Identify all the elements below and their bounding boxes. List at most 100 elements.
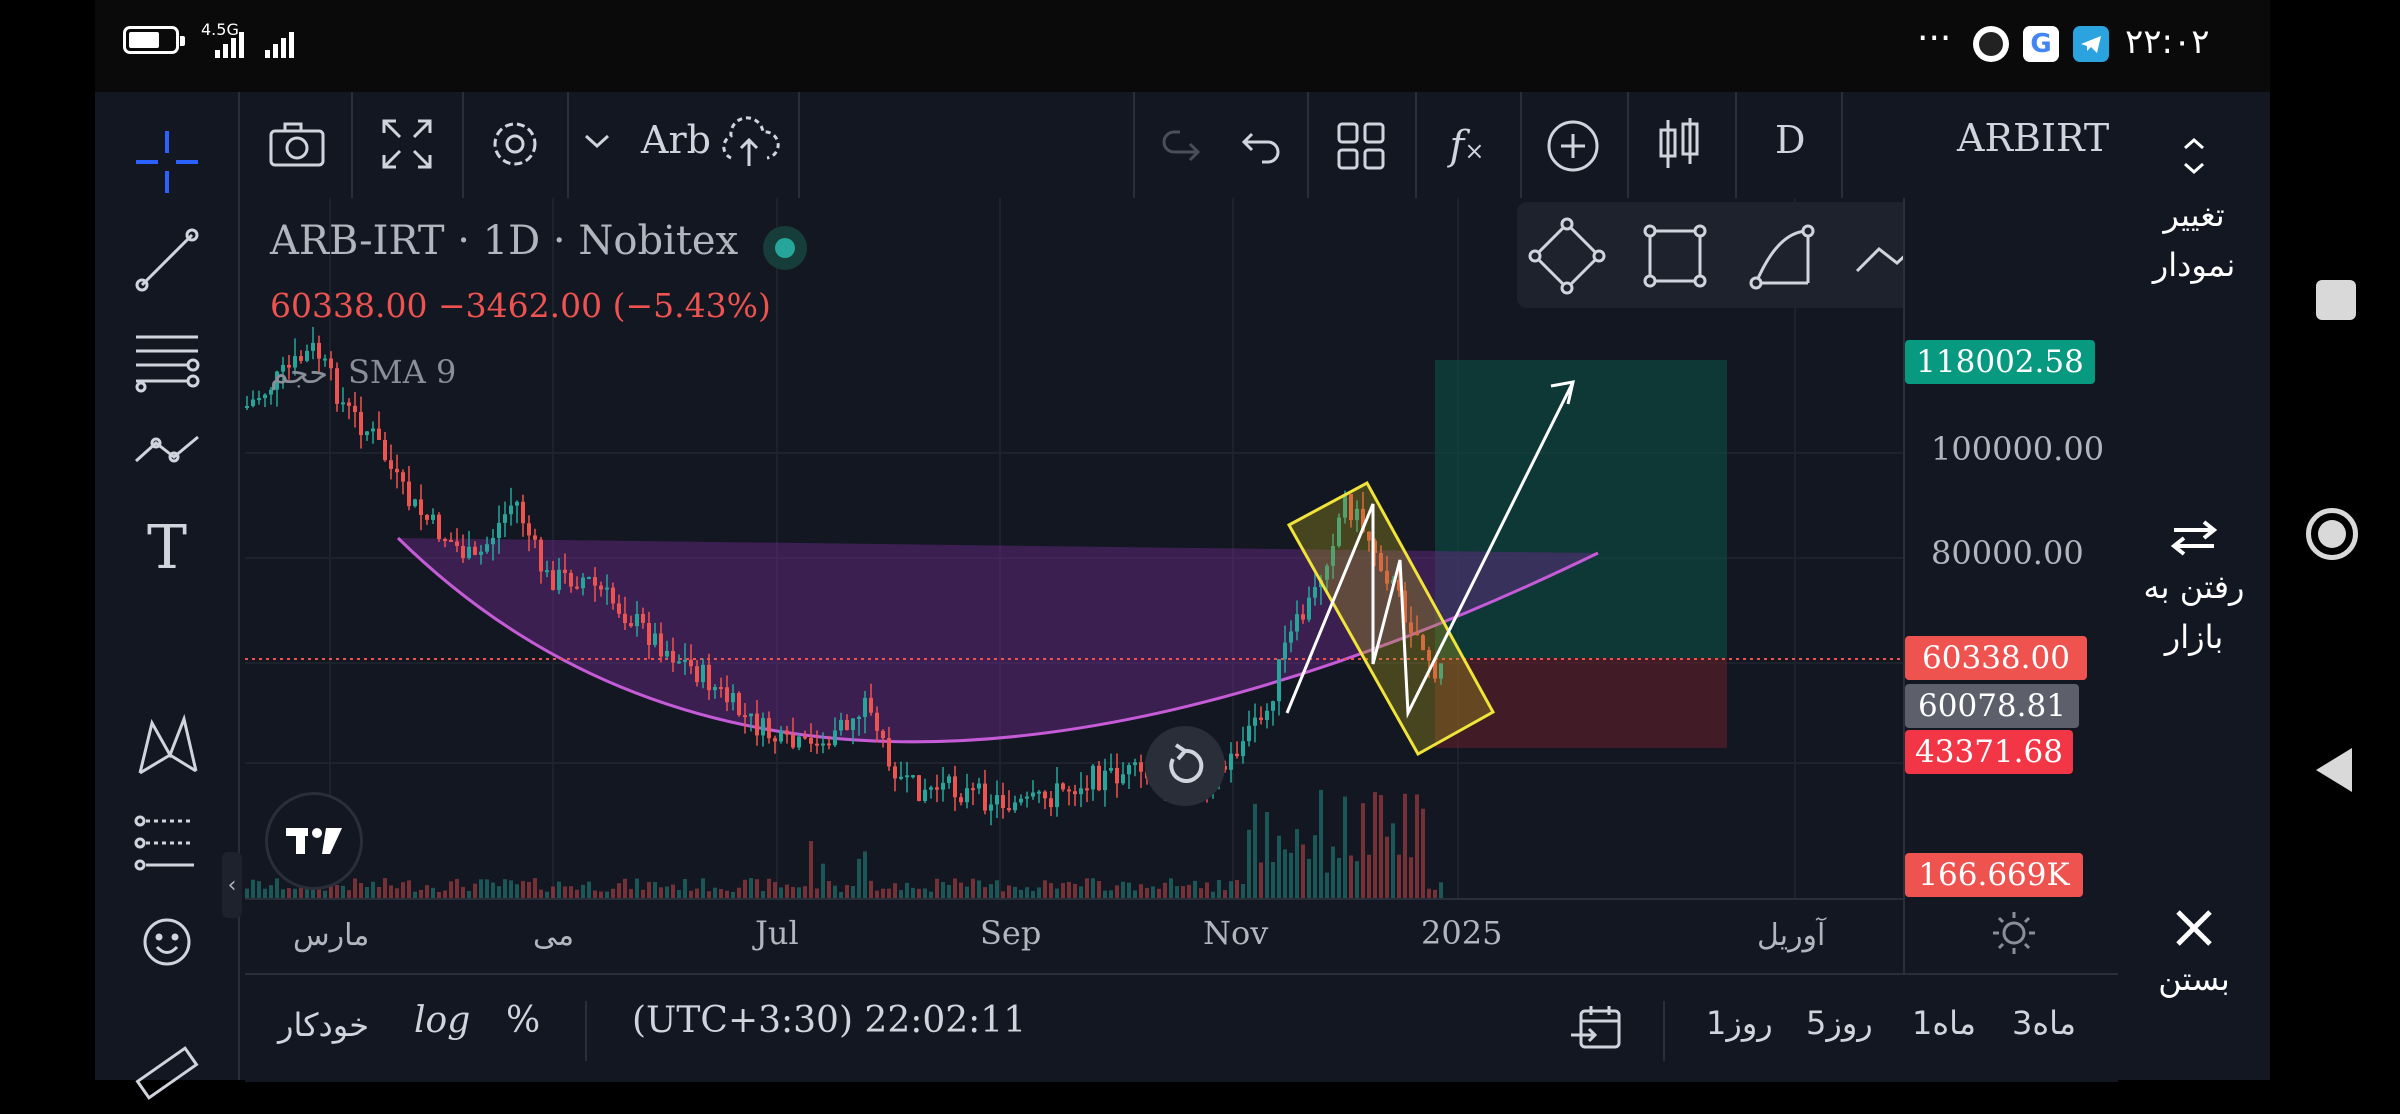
range-3m-button[interactable]: 3ماه [2012, 1004, 2077, 1042]
volume-bar [371, 881, 375, 898]
candle-body [359, 412, 363, 436]
candle-body [1013, 802, 1017, 811]
candle-body [1055, 783, 1059, 808]
range-5d-button[interactable]: 5روز [1806, 1004, 1873, 1042]
chart-pane[interactable]: ARB-IRT · 1D · Nobitex 60338.00 −3462.00… [245, 198, 2107, 898]
candle-body [299, 356, 303, 361]
fib-icon[interactable] [127, 320, 207, 400]
crosshair-icon[interactable] [127, 122, 207, 202]
arc-icon[interactable] [1743, 216, 1823, 296]
ruler-icon[interactable] [127, 1034, 207, 1114]
volume-bar [563, 886, 567, 898]
volume-bar [743, 879, 747, 898]
tradingview-logo[interactable] [265, 792, 363, 890]
settings-gear-icon[interactable] [483, 112, 547, 176]
volume-bar [1253, 803, 1257, 898]
volume-bar [1163, 882, 1167, 898]
xabcd-icon[interactable] [127, 706, 207, 786]
candle-body [959, 797, 963, 803]
candle-body [989, 804, 993, 811]
rotated-rectangle-icon[interactable] [1527, 216, 1607, 296]
indicator-name[interactable]: SMA 9 [348, 353, 457, 391]
auto-scale-toggle[interactable]: خودکار [278, 1006, 369, 1044]
undo-icon[interactable] [1231, 118, 1287, 174]
expand-collapse-icon[interactable] [2168, 130, 2220, 182]
date-range-icon[interactable] [1566, 998, 1626, 1058]
volume-bar [1235, 880, 1239, 898]
indicators-fx-icon[interactable]: f× [1449, 123, 1485, 169]
volume-bar [1247, 829, 1251, 898]
candle-body [707, 664, 711, 691]
market-status-dot[interactable] [763, 226, 807, 270]
candle-body [1025, 796, 1029, 799]
volume-bar [1019, 889, 1023, 898]
layout-grid-icon[interactable] [1329, 114, 1393, 178]
chevron-down-icon[interactable] [577, 122, 617, 162]
volume-bar [461, 886, 465, 898]
volume-bar [845, 885, 849, 898]
close-icon[interactable] [2168, 902, 2220, 954]
candle-body [305, 350, 309, 361]
symbol-button[interactable]: ARBIRT [1957, 116, 2110, 160]
volume-bar [1241, 884, 1245, 898]
volume-bar [989, 884, 993, 898]
drawing-toolbar: T [95, 92, 240, 1100]
timezone-clock[interactable]: (UTC+3:30) 22:02:11 [632, 1000, 1027, 1041]
candle-body [503, 514, 507, 523]
camera-icon[interactable] [265, 112, 329, 176]
patterns-icon[interactable] [127, 410, 207, 490]
change-chart-button[interactable]: تغییر نمودار [2152, 196, 2236, 284]
measure-tools-icon[interactable] [127, 804, 207, 884]
emoji-icon[interactable] [127, 902, 207, 982]
candle-body [533, 535, 537, 540]
cloud-upload-icon[interactable] [717, 112, 781, 176]
candle-body [1061, 783, 1065, 790]
layout-name[interactable]: Arb [641, 118, 711, 162]
text-icon[interactable]: T [146, 513, 188, 583]
back-nav-icon[interactable] [2314, 746, 2354, 798]
add-compare-icon[interactable] [1541, 114, 1605, 178]
timeframe-button[interactable]: D [1775, 118, 1806, 162]
volume-bar [1367, 854, 1371, 898]
go-to-market-button[interactable]: رفتن به بازار [2143, 568, 2245, 656]
trend-line-icon[interactable] [127, 220, 207, 300]
volume-bar [1175, 886, 1179, 898]
candle-body [761, 718, 765, 736]
volume-bar [479, 879, 483, 898]
indicator-name-persian[interactable]: حجم [270, 356, 328, 391]
candle-body [1355, 508, 1359, 521]
candle-body [1229, 753, 1233, 770]
volume-bar [1067, 882, 1071, 898]
reset-chart-button[interactable] [1145, 726, 1225, 806]
close-button[interactable]: بستن [2158, 960, 2230, 998]
volume-bar [923, 888, 927, 898]
volume-bar [899, 890, 903, 898]
candle-body [635, 613, 639, 627]
volume-bar [1277, 835, 1281, 898]
symbol-title[interactable]: ARB-IRT · 1D · Nobitex [270, 218, 739, 264]
candle-body [947, 776, 951, 783]
candle-body [1223, 765, 1227, 770]
fullscreen-icon[interactable] [375, 112, 439, 176]
candles-chart-type-icon[interactable] [1647, 112, 1711, 176]
candle-body [1079, 788, 1083, 795]
range-1m-button[interactable]: 1ماه [1912, 1004, 1977, 1042]
swap-arrows-icon[interactable] [2164, 516, 2224, 560]
price-axis[interactable]: 100000.00 80000.00 [1903, 198, 2120, 973]
range-1d-button[interactable]: 1روز [1706, 1004, 1773, 1042]
price-axis-label: 80000.00 [1931, 534, 2084, 572]
time-axis[interactable]: مارس می Jul Sep Nov 2025 آوریل [245, 898, 1903, 975]
candle-body [1409, 622, 1413, 634]
sun-icon[interactable] [1989, 908, 2039, 958]
recents-nav-icon[interactable] [2316, 280, 2356, 320]
redo-icon[interactable] [1155, 118, 1211, 174]
chart-canvas[interactable] [245, 198, 1903, 898]
log-scale-toggle[interactable]: log [414, 1000, 471, 1041]
rectangle-icon[interactable] [1635, 216, 1715, 296]
percent-scale-toggle[interactable]: % [506, 1000, 541, 1041]
volume-bar [815, 888, 819, 898]
volume-bar [773, 882, 777, 898]
collapse-toolbar-button[interactable]: ‹ [222, 852, 242, 918]
candle-body [647, 622, 651, 645]
home-nav-icon[interactable] [2306, 508, 2358, 560]
